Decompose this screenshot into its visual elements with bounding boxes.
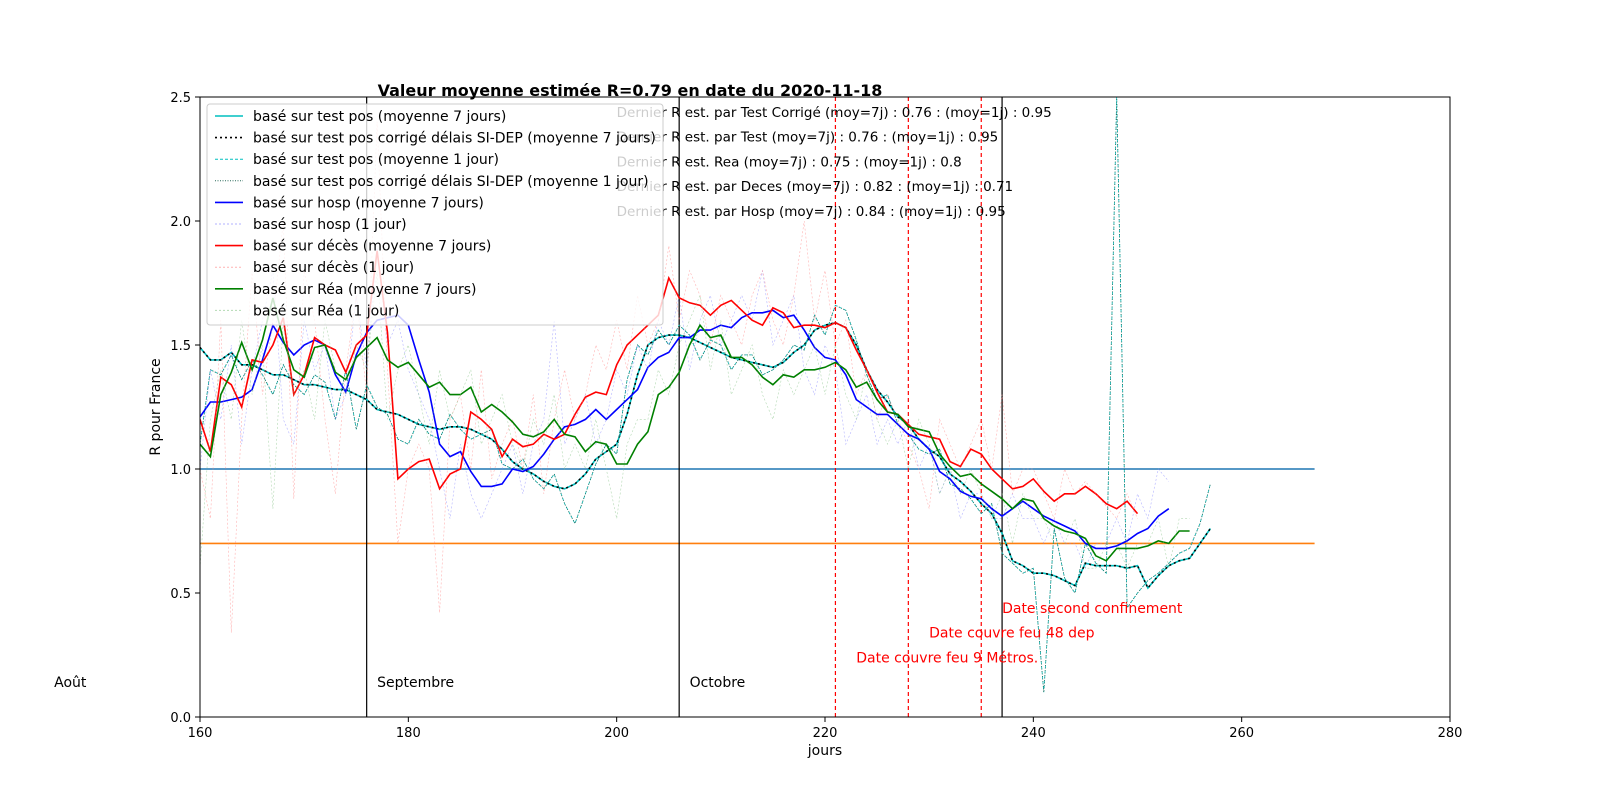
series-line	[200, 321, 1212, 590]
annotations-group: Août Septembre Octobre Date second confinem…	[54, 105, 1183, 691]
event-label: Date couvre feu 9 Métros.	[856, 650, 1038, 666]
chart-title: Valeur moyenne estimée R=0.79 en date du…	[378, 81, 883, 100]
legend-label: basé sur Réa (moyenne 7 jours)	[253, 282, 477, 298]
x-tick-label: 180	[396, 726, 421, 741]
y-axis-label: R pour France	[148, 358, 164, 455]
month-label: Octobre	[690, 675, 746, 691]
series-line	[200, 321, 1212, 590]
last-r-value: Dernier R est. par Deces (moy=7j) : 0.82…	[617, 179, 1013, 195]
event-label: Date second confinement	[1002, 601, 1183, 617]
legend-label: basé sur test pos corrigé délais SI-DEP …	[253, 131, 656, 147]
legend-label: basé sur test pos (moyenne 7 jours)	[253, 109, 506, 125]
x-tick-label: 200	[604, 726, 629, 741]
legend-label: basé sur hosp (1 jour)	[253, 217, 407, 233]
series-group	[200, 97, 1212, 693]
last-r-value: Dernier R est. par Test (moy=7j) : 0.76 …	[617, 130, 999, 146]
series-line	[200, 309, 1170, 550]
month-label: Septembre	[377, 675, 454, 691]
legend-label: basé sur décès (1 jour)	[253, 260, 414, 276]
legend-label: basé sur décès (moyenne 7 jours)	[253, 239, 491, 255]
legend-box	[206, 103, 664, 326]
last-r-value: Dernier R est. par Hosp (moy=7j) : 0.84 …	[617, 204, 1006, 220]
y-tick-label: 2.0	[170, 215, 191, 230]
legend-label: basé sur hosp (moyenne 7 jours)	[253, 195, 484, 211]
series-line	[200, 97, 1211, 693]
y-tick-label: 1.0	[170, 463, 191, 478]
last-r-value: Dernier R est. Rea (moy=7j) : 0.75 : (mo…	[617, 154, 962, 170]
series-line	[200, 297, 1190, 562]
axes-group: 160 180 200 220 240 260 280 0.0 0.5 1.0 1.5 2.0 2.5	[170, 91, 1462, 741]
month-label: Août	[54, 675, 87, 691]
y-tick-label: 0.0	[170, 711, 191, 726]
series-line	[200, 270, 1190, 569]
y-tick-label: 2.5	[170, 91, 191, 106]
legend-label: basé sur test pos corrigé délais SI-DEP …	[253, 174, 649, 190]
legend: basé sur test pos (moyenne 7 jours) basé …	[206, 103, 664, 326]
x-tick-label: 260	[1229, 726, 1254, 741]
event-label: Date couvre feu 48 dep	[929, 626, 1094, 642]
x-tick-label: 240	[1021, 726, 1046, 741]
x-tick-label: 160	[188, 726, 213, 741]
reference-lines	[200, 97, 1315, 717]
x-axis-label: jours	[807, 743, 842, 759]
last-r-value: Dernier R est. par Test Corrigé (moy=7j)…	[617, 105, 1052, 121]
legend-label: basé sur test pos (moyenne 1 jour)	[253, 152, 499, 168]
x-tick-label: 280	[1438, 726, 1463, 741]
y-tick-label: 0.5	[170, 587, 191, 602]
x-tick-label: 220	[813, 726, 838, 741]
y-tick-label: 1.5	[170, 339, 191, 354]
legend-label: basé sur Réa (1 jour)	[253, 303, 399, 319]
